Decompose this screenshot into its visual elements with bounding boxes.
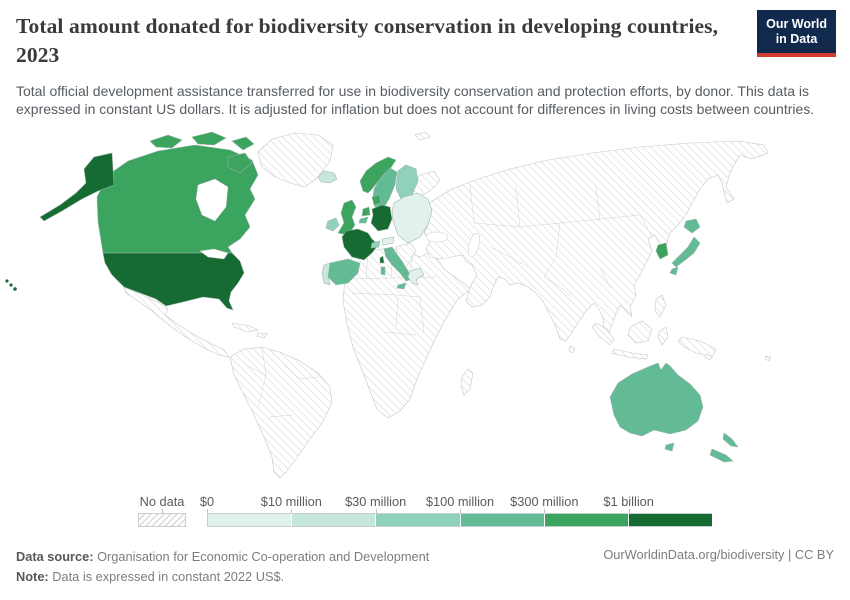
country-new-zealand-south[interactable] bbox=[709, 448, 734, 463]
region-africa-no-data[interactable] bbox=[342, 247, 471, 419]
legend-no-data-swatch[interactable] bbox=[138, 513, 186, 527]
legend-tick-labels: $0 $10 million $30 million $100 million … bbox=[200, 494, 713, 513]
legend-tick-label-4: $300 million bbox=[510, 494, 579, 509]
country-ireland[interactable] bbox=[325, 217, 340, 232]
country-united-states-alaska[interactable] bbox=[39, 152, 115, 222]
legend-segment-2[interactable] bbox=[292, 513, 377, 527]
internal-borders-asia bbox=[469, 184, 653, 298]
country-eastern-europe-group[interactable] bbox=[391, 192, 433, 244]
country-united-states-hawaii-1[interactable] bbox=[5, 279, 9, 283]
data-source-line: Data source: Organisation for Economic C… bbox=[16, 547, 429, 567]
legend-tick-label-3: $100 million bbox=[425, 494, 495, 509]
footer-source-note: Data source: Organisation for Economic C… bbox=[16, 547, 429, 586]
great-lakes bbox=[199, 248, 229, 260]
country-australia[interactable] bbox=[609, 362, 704, 437]
country-japan-hokkaido[interactable] bbox=[683, 218, 701, 234]
caspian-sea bbox=[468, 233, 480, 257]
owid-logo-line2: in Data bbox=[775, 32, 818, 46]
legend-color-bar bbox=[207, 509, 714, 527]
legend-no-data: No data bbox=[138, 494, 186, 527]
country-greece[interactable] bbox=[407, 267, 425, 286]
region-south-america-no-data[interactable] bbox=[229, 346, 333, 479]
country-germany[interactable] bbox=[370, 204, 393, 232]
owid-logo-line1: Our World bbox=[766, 17, 827, 31]
country-italy-sicily[interactable] bbox=[396, 282, 407, 290]
legend-tick-mark bbox=[460, 509, 461, 513]
region-greenland-no-data[interactable] bbox=[257, 132, 334, 188]
region-madagascar-no-data[interactable] bbox=[460, 368, 474, 396]
note-label: Note: bbox=[16, 568, 49, 584]
region-fiji-no-data[interactable] bbox=[764, 355, 772, 362]
country-south-korea[interactable] bbox=[655, 242, 669, 260]
country-italy-sardinia[interactable] bbox=[380, 266, 386, 276]
country-norway[interactable] bbox=[359, 156, 397, 194]
note-line: Note: Data is expressed in constant 2022… bbox=[16, 567, 429, 587]
black-sea bbox=[425, 231, 449, 243]
country-united-states[interactable] bbox=[102, 252, 245, 311]
legend-tick-mark bbox=[375, 509, 377, 513]
hudson-bay bbox=[195, 178, 229, 222]
region-new-guinea-no-data[interactable] bbox=[677, 336, 717, 358]
internal-borders-south-america bbox=[245, 347, 319, 418]
country-denmark[interactable] bbox=[371, 194, 382, 206]
country-new-zealand-north[interactable] bbox=[722, 432, 739, 448]
data-source-label: Data source: bbox=[16, 549, 94, 564]
country-united-states-hawaii-2[interactable] bbox=[9, 283, 13, 287]
legend-segment-1[interactable] bbox=[207, 513, 293, 527]
region-new-caledonia-no-data[interactable] bbox=[704, 353, 713, 361]
country-canada-arctic-island-3[interactable] bbox=[231, 136, 255, 151]
region-hispaniola-no-data[interactable] bbox=[256, 332, 268, 339]
region-asia-no-data[interactable] bbox=[419, 140, 769, 342]
choropleth-svg bbox=[5, 131, 772, 479]
legend-tick-label-5: $1 billion bbox=[603, 494, 654, 509]
legend-tick-mark bbox=[291, 509, 293, 513]
legend-tick-label-0: $0 bbox=[199, 494, 215, 509]
legend-tick-mark bbox=[628, 509, 630, 513]
country-france[interactable] bbox=[341, 228, 379, 261]
legend-segment-6-arrow[interactable] bbox=[628, 513, 714, 527]
country-belgium[interactable] bbox=[358, 216, 369, 224]
legend-tick-mark bbox=[544, 509, 546, 513]
region-sumatra-no-data[interactable] bbox=[591, 322, 615, 346]
country-australia-tasmania[interactable] bbox=[664, 442, 675, 452]
page-title: Total amount donated for biodiversity co… bbox=[16, 14, 719, 67]
country-japan-kyushu[interactable] bbox=[669, 266, 679, 276]
chart-subtitle: Total official development assistance tr… bbox=[16, 83, 815, 117]
region-java-no-data[interactable] bbox=[611, 348, 649, 360]
country-canada-arctic-island-1[interactable] bbox=[149, 134, 183, 149]
country-switzerland[interactable] bbox=[370, 240, 381, 249]
country-portugal[interactable] bbox=[321, 262, 331, 286]
legend-no-data-label: No data bbox=[139, 494, 185, 513]
region-mexico-central-america-no-data[interactable] bbox=[123, 286, 230, 358]
country-netherlands[interactable] bbox=[361, 206, 371, 217]
legend-segment-3[interactable] bbox=[376, 513, 461, 527]
country-austria[interactable] bbox=[381, 236, 395, 246]
legend-tick-mark bbox=[207, 509, 208, 513]
note-text: Data is expressed in constant 2022 US$. bbox=[52, 568, 285, 584]
country-iceland[interactable] bbox=[317, 170, 338, 184]
country-japan-honshu[interactable] bbox=[671, 236, 701, 268]
region-borneo-no-data[interactable] bbox=[627, 320, 653, 344]
legend-tick-label-2: $30 million bbox=[345, 494, 407, 509]
country-canada-baffin-island[interactable] bbox=[227, 152, 253, 174]
data-source-text: Organisation for Economic Co-operation a… bbox=[97, 549, 430, 564]
legend-tick-label-1: $10 million bbox=[260, 494, 322, 509]
legend-segment-5[interactable] bbox=[544, 513, 629, 527]
region-svalbard-no-data[interactable] bbox=[414, 131, 431, 141]
country-united-states-hawaii-3[interactable] bbox=[12, 286, 18, 292]
country-france-corsica[interactable] bbox=[379, 255, 385, 264]
region-cuba-no-data[interactable] bbox=[231, 322, 259, 333]
legend-color-scale: $0 $10 million $30 million $100 million … bbox=[200, 494, 714, 527]
credit-link[interactable]: OurWorldinData.org/biodiversity | CC BY bbox=[603, 547, 834, 562]
region-philippines-no-data[interactable] bbox=[654, 294, 667, 318]
country-canada-arctic-island-2[interactable] bbox=[191, 131, 227, 146]
region-sulawesi-no-data[interactable] bbox=[657, 326, 669, 346]
map-legend: No data $0 $10 million $30 million $100 … bbox=[138, 494, 714, 527]
region-sri-lanka-no-data[interactable] bbox=[568, 345, 576, 354]
owid-logo[interactable]: Our World in Data bbox=[757, 10, 836, 57]
world-map bbox=[0, 127, 850, 493]
legend-segment-4[interactable] bbox=[460, 513, 545, 527]
